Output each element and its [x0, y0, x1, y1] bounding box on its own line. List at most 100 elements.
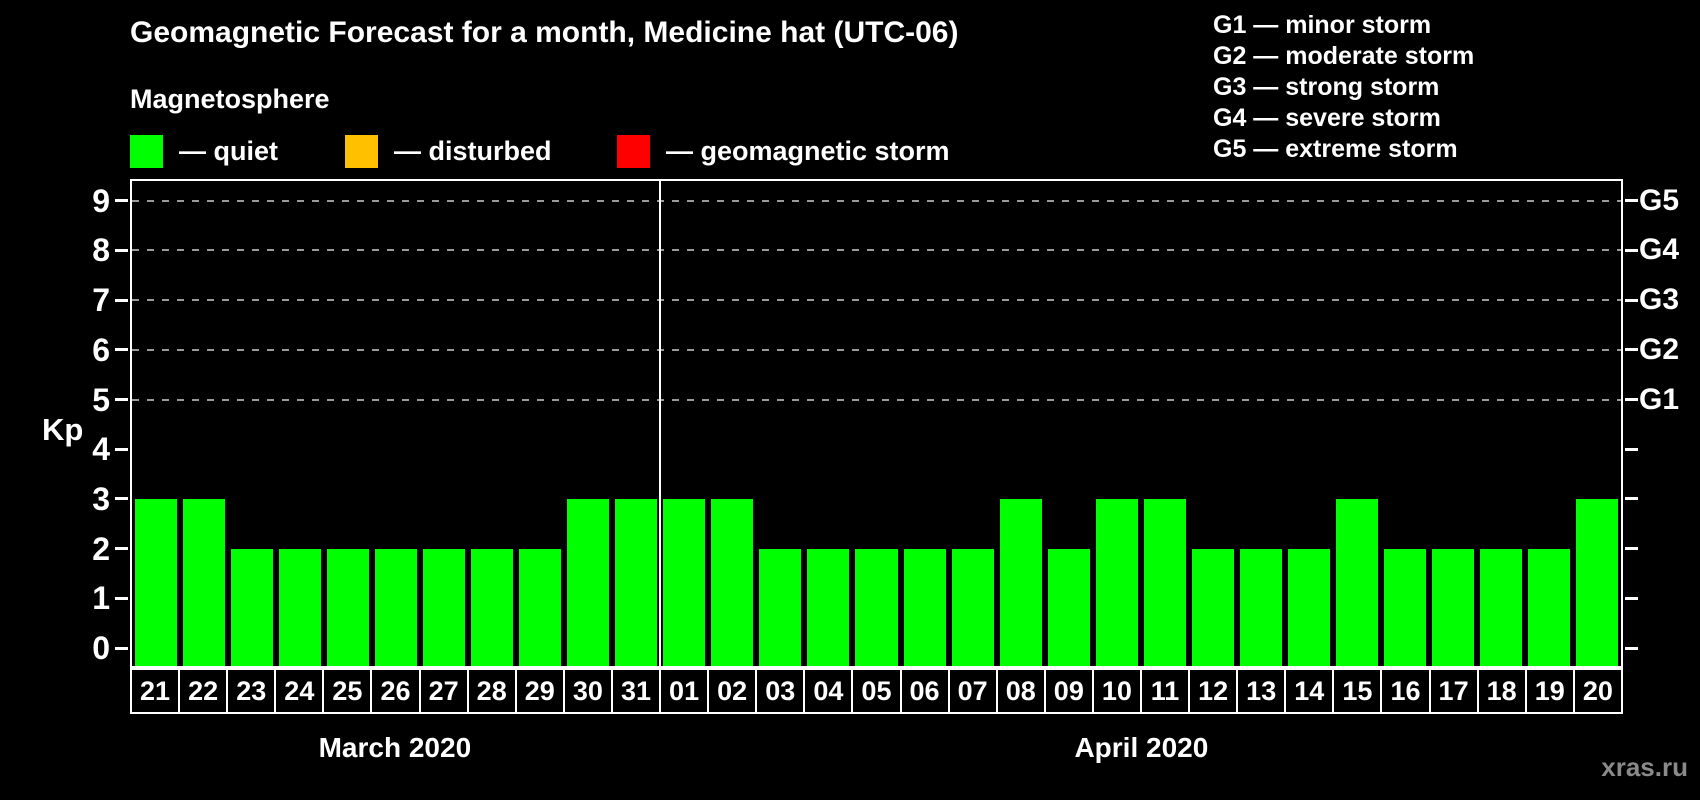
- right-axis-label-G2: G2: [1639, 332, 1680, 366]
- day-label-28: 28: [466, 670, 515, 712]
- bar-day-11: [1143, 498, 1186, 666]
- y-tick-label-4: 4: [92, 431, 110, 468]
- legend-item-disturbed: — disturbed: [345, 135, 552, 168]
- quiet-color-swatch: [130, 135, 163, 168]
- day-label-02: 02: [707, 670, 756, 712]
- day-label-05: 05: [851, 670, 900, 712]
- month-separator: [659, 181, 662, 666]
- bar-day-22: [183, 498, 226, 666]
- y-axis-tick-9: [115, 199, 128, 203]
- y-tick-label-6: 6: [92, 331, 110, 368]
- bar-day-31: [615, 498, 658, 666]
- bar-day-20: [1575, 498, 1618, 666]
- bar-day-04: [807, 548, 850, 666]
- y-axis-tick-2: [115, 547, 128, 551]
- day-label-26: 26: [370, 670, 419, 712]
- bar-day-15: [1335, 498, 1378, 666]
- day-label-06: 06: [899, 670, 948, 712]
- gridline-kp9: [132, 199, 1621, 202]
- gridline-kp6: [132, 348, 1621, 351]
- bar-day-29: [519, 548, 562, 666]
- right-axis-tick-9: [1625, 199, 1638, 203]
- day-label-23: 23: [226, 670, 275, 712]
- bar-day-21: [135, 498, 178, 666]
- bar-day-18: [1479, 548, 1522, 666]
- g4-legend-line: G4 — severe storm: [1213, 104, 1441, 132]
- bar-day-16: [1383, 548, 1426, 666]
- day-label-12: 12: [1188, 670, 1237, 712]
- day-label-10: 10: [1091, 670, 1140, 712]
- bar-day-14: [1287, 548, 1330, 666]
- day-label-31: 31: [610, 670, 660, 712]
- gridline-kp5: [132, 398, 1621, 401]
- bar-day-19: [1527, 548, 1570, 666]
- right-axis-tick-0: [1625, 646, 1638, 650]
- day-label-03: 03: [755, 670, 804, 712]
- day-label-20: 20: [1572, 670, 1621, 712]
- day-label-18: 18: [1476, 670, 1525, 712]
- day-label-13: 13: [1236, 670, 1285, 712]
- y-axis-tick-8: [115, 248, 128, 252]
- y-tick-label-9: 9: [92, 182, 110, 219]
- right-axis-tick-6: [1625, 348, 1638, 352]
- bar-day-10: [1095, 498, 1138, 666]
- y-axis-tick-7: [115, 298, 128, 302]
- day-label-24: 24: [274, 670, 323, 712]
- right-axis-tick-7: [1625, 298, 1638, 302]
- legend-label-quiet: — quiet: [179, 136, 278, 166]
- bar-day-09: [1047, 548, 1090, 666]
- g2-legend-line: G2 — moderate storm: [1213, 42, 1475, 70]
- y-axis-tick-4: [115, 447, 128, 451]
- magnetosphere-legend-heading: Magnetosphere: [130, 84, 330, 114]
- bar-day-27: [423, 548, 466, 666]
- day-label-14: 14: [1284, 670, 1333, 712]
- day-label-30: 30: [562, 670, 611, 712]
- y-tick-label-7: 7: [92, 282, 110, 319]
- right-axis-label-G4: G4: [1639, 233, 1680, 267]
- day-label-29: 29: [514, 670, 563, 712]
- day-label-22: 22: [178, 670, 227, 712]
- legend-item-storm: — geomagnetic storm: [617, 135, 950, 168]
- y-tick-label-0: 0: [92, 630, 110, 666]
- y-tick-label-3: 3: [92, 480, 110, 517]
- day-label-08: 08: [995, 670, 1044, 712]
- legend-label-storm: — geomagnetic storm: [666, 136, 950, 166]
- legend-item-quiet: — quiet: [130, 135, 278, 168]
- y-axis-tick-5: [115, 398, 128, 401]
- g3-legend-line: G3 — strong storm: [1213, 73, 1440, 101]
- bar-day-06: [903, 548, 946, 666]
- day-label-19: 19: [1524, 670, 1573, 712]
- disturbed-color-swatch: [345, 135, 378, 168]
- bar-day-30: [567, 498, 610, 666]
- bar-day-26: [375, 548, 418, 666]
- g5-legend-line: G5 — extreme storm: [1213, 135, 1458, 163]
- page-title: Geomagnetic Forecast for a month, Medici…: [130, 16, 959, 49]
- day-label-27: 27: [418, 670, 467, 712]
- day-label-01: 01: [659, 670, 708, 712]
- legend-label-disturbed: — disturbed: [394, 136, 552, 166]
- bar-day-23: [231, 548, 274, 666]
- bar-day-08: [999, 498, 1042, 666]
- y-axis-tick-1: [115, 596, 128, 600]
- day-label-09: 09: [1043, 670, 1092, 712]
- right-axis-label-G3: G3: [1639, 283, 1680, 317]
- day-label-04: 04: [803, 670, 852, 712]
- storm-color-swatch: [617, 135, 650, 168]
- g1-legend-line: G1 — minor storm: [1213, 11, 1432, 39]
- y-axis-title: Kp: [42, 412, 84, 447]
- day-label-row: 21 22 23 24 25 26 27 28 29 30 31 01 02 03 04 05 06 07 08 09…: [130, 668, 1623, 714]
- bar-day-28: [471, 548, 514, 666]
- y-tick-label-1: 1: [92, 580, 110, 617]
- bar-day-07: [951, 548, 994, 666]
- day-label-25: 25: [322, 670, 371, 712]
- right-axis-tick-4: [1625, 447, 1638, 451]
- y-axis-tick-0: [115, 646, 128, 650]
- bar-day-25: [327, 548, 370, 666]
- y-tick-label-8: 8: [92, 232, 110, 269]
- right-axis-tick-2: [1625, 547, 1638, 551]
- month-label-march: March 2020: [318, 732, 472, 763]
- bar-day-02: [711, 498, 754, 666]
- gridline-kp7: [132, 299, 1621, 302]
- y-axis-tick-6: [115, 348, 128, 352]
